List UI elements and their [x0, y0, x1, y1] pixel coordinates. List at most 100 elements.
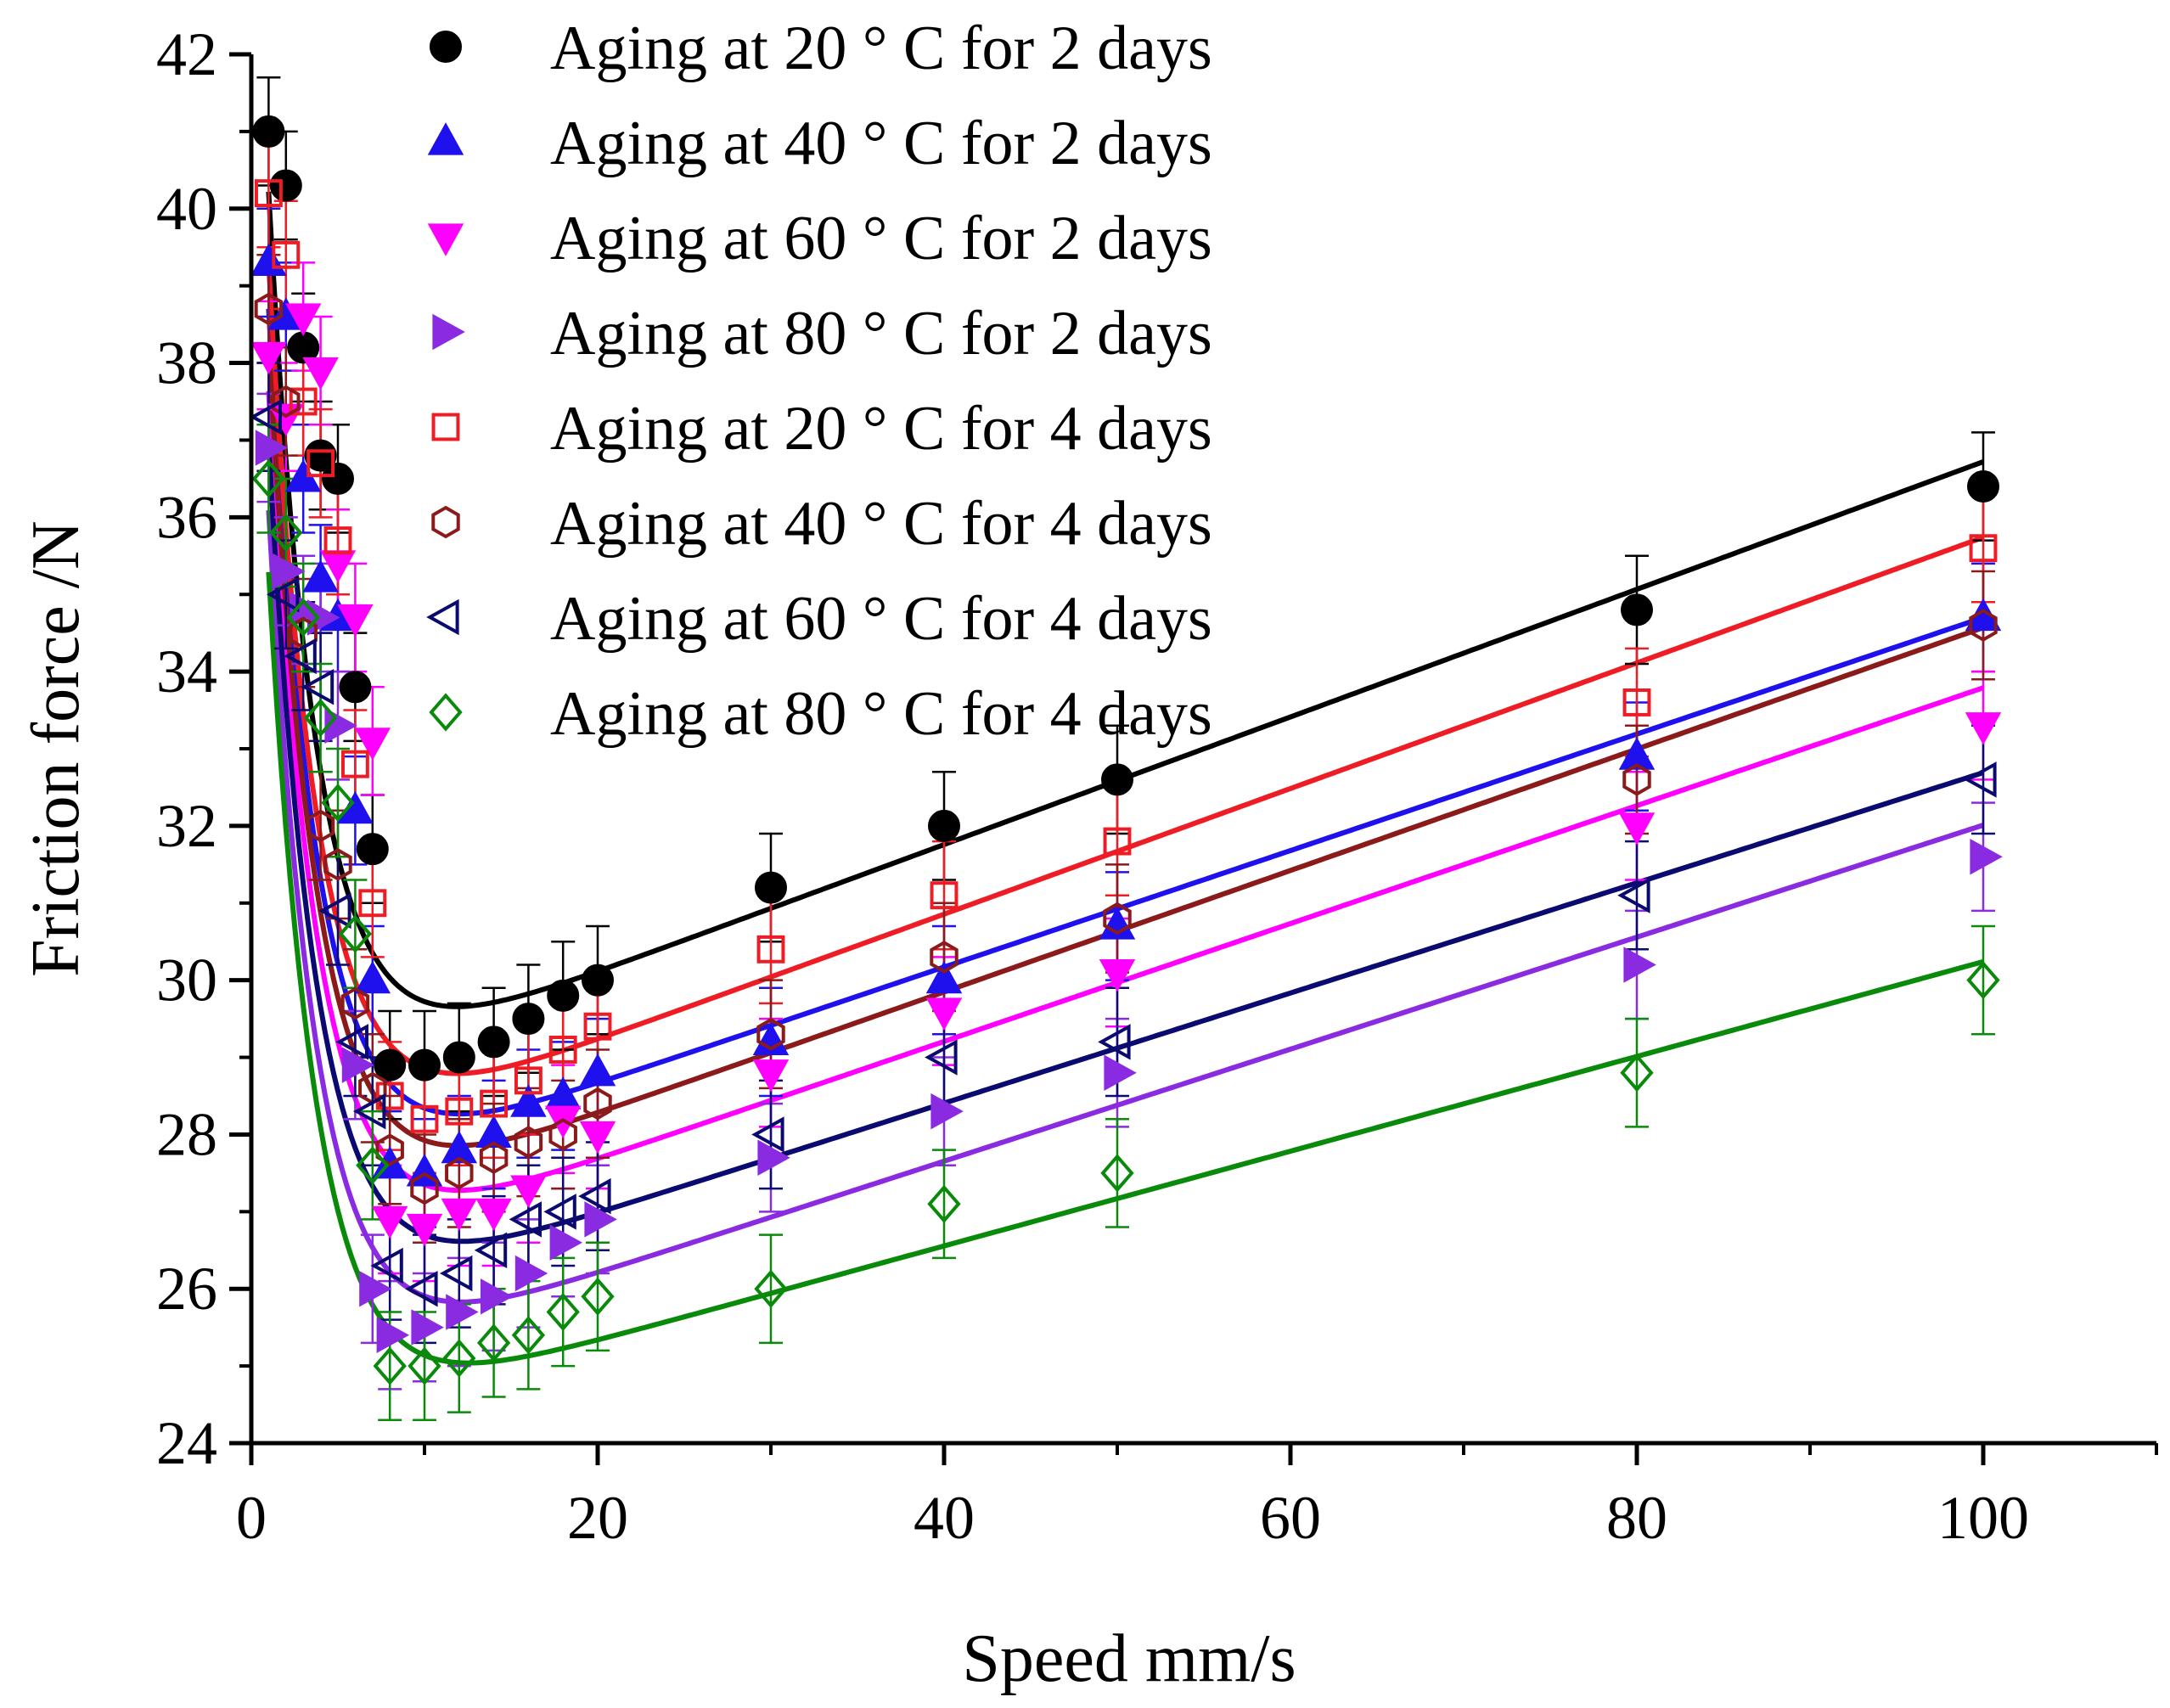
point-s3-p6 [337, 604, 374, 638]
point-s1-p1 [252, 115, 285, 148]
point-s4-p6 [341, 1047, 375, 1083]
point-s4-p15 [757, 1139, 790, 1176]
point-s3-p3 [284, 303, 322, 336]
point-s1-p18 [1621, 593, 1653, 626]
point-s7-p12 [509, 1201, 542, 1238]
point-s1-p6 [339, 671, 372, 704]
point-s8-p16 [927, 1184, 961, 1223]
y-tick-label: 40 [156, 175, 217, 243]
point-s2-p13 [544, 1076, 582, 1110]
point-s4-p16 [930, 1093, 964, 1130]
point-s7-p10 [439, 1255, 473, 1292]
point-s8-p19 [1966, 961, 2000, 1000]
point-s6-p14 [583, 1087, 612, 1121]
point-s1-p11 [477, 1025, 510, 1059]
point-s7-p16 [925, 1039, 958, 1076]
legend-entry-7: Aging at 60 ° C for 4 days [426, 584, 1212, 654]
point-s4-p12 [514, 1255, 548, 1292]
point-s8-p11 [476, 1323, 511, 1362]
point-s8-p4 [303, 699, 338, 738]
error-bar-s8-p4 [308, 662, 333, 773]
fit-line-5 [266, 262, 1984, 1076]
point-s6-p2 [272, 385, 301, 419]
point-s5-p7 [358, 889, 387, 918]
point-s6-p10 [445, 1156, 474, 1190]
y-tick-label: 32 [156, 792, 217, 860]
point-s4-p19 [1970, 839, 2003, 875]
y-tick-label: 38 [156, 329, 217, 397]
point-s2-p16 [925, 960, 963, 994]
legend-entry-8: Aging at 80 ° C for 4 days [429, 679, 1212, 749]
x-tick-label: 80 [1606, 1484, 1667, 1552]
legend-label: Aging at 40 ° C for 2 days [550, 109, 1212, 178]
point-s4-p17 [1104, 1054, 1137, 1091]
point-s5-p1 [254, 179, 283, 208]
x-tick-label: 40 [914, 1484, 975, 1552]
legend-marker [427, 122, 464, 155]
point-s2-p14 [579, 1053, 616, 1087]
point-s7-p4 [301, 669, 334, 705]
point-s7-p17 [1098, 1024, 1131, 1060]
point-s3-p1 [250, 341, 287, 375]
point-s6-p8 [375, 1133, 404, 1166]
point-s1-p15 [755, 871, 787, 904]
point-s5-p2 [272, 240, 301, 269]
point-s1-p8 [374, 1048, 407, 1082]
y-tick-label: 42 [156, 20, 217, 88]
legend-marker [427, 223, 464, 256]
point-s5-p6 [340, 750, 369, 778]
point-s8-p2 [269, 513, 303, 553]
y-axis-title: Friction force /N [19, 520, 93, 977]
error-bar-s8-p17 [1105, 1118, 1129, 1228]
legend-marker [430, 31, 462, 63]
point-s7-p1 [249, 398, 282, 435]
point-s5-p19 [1969, 534, 1998, 563]
point-s8-p15 [754, 1269, 788, 1308]
point-s5-p12 [514, 1066, 542, 1095]
legend-entry-4: Aging at 80 ° C for 2 days [432, 299, 1212, 368]
legend-label: Aging at 80 ° C for 4 days [550, 679, 1212, 749]
point-s3-p9 [406, 1213, 443, 1247]
legend-marker [432, 313, 465, 351]
point-s3-p12 [510, 1175, 547, 1208]
point-s2-p10 [441, 1130, 478, 1164]
point-s8-p7 [356, 1146, 390, 1185]
x-tick-label: 100 [1937, 1484, 2029, 1552]
point-s1-p4 [304, 439, 337, 472]
point-s8-p12 [511, 1316, 546, 1355]
point-s4-p9 [411, 1309, 444, 1346]
legend-entry-2: Aging at 40 ° C for 2 days [427, 109, 1212, 178]
point-s7-p11 [474, 1232, 508, 1269]
legend-marker [431, 505, 460, 539]
x-tick-label: 20 [567, 1484, 628, 1552]
point-s7-p14 [578, 1177, 611, 1215]
point-s6-p13 [548, 1118, 577, 1151]
error-bar-s8-p15 [759, 1233, 783, 1345]
point-s5-p15 [756, 935, 785, 964]
point-s4-p13 [549, 1224, 583, 1261]
fit-line-8 [266, 571, 1984, 1366]
point-s7-p5 [318, 892, 351, 930]
point-s7-p13 [543, 1194, 576, 1230]
point-s6-p18 [1622, 763, 1651, 796]
error-bar-s8-p19 [1971, 924, 1995, 1036]
point-s2-p1 [250, 243, 287, 276]
point-s7-p19 [1964, 761, 1997, 798]
y-tick-label: 30 [156, 947, 217, 1014]
point-s8-p8 [373, 1346, 407, 1385]
point-s6-p12 [514, 1126, 543, 1159]
point-s8-p17 [1100, 1154, 1134, 1193]
point-s1-p9 [408, 1048, 441, 1082]
point-s1-p19 [1967, 469, 1999, 503]
point-s6-p4 [306, 809, 335, 843]
y-tick-label: 34 [156, 638, 217, 705]
point-s5-p3 [289, 387, 318, 416]
legend-entry-1: Aging at 20 ° C for 2 days [430, 14, 1212, 83]
error-bar-s8-p14 [586, 1241, 610, 1352]
point-s6-p9 [410, 1171, 439, 1205]
point-s3-p17 [1099, 958, 1136, 992]
point-s8-p10 [442, 1339, 476, 1378]
point-s4-p18 [1623, 947, 1656, 983]
legend-label: Aging at 20 ° C for 4 days [550, 394, 1212, 464]
